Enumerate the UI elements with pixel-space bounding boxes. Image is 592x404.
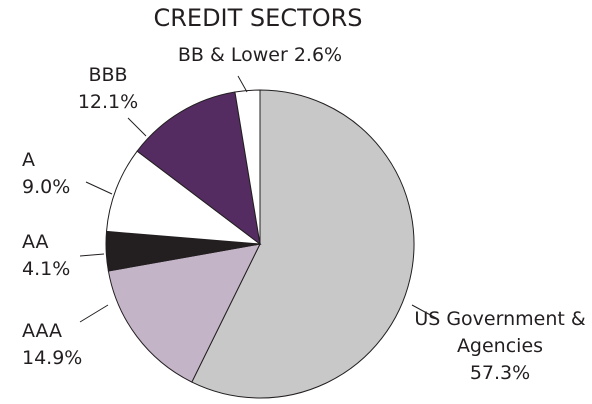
category-label: US Government & Agencies (414, 308, 586, 357)
value-label: 12.1% (77, 91, 139, 113)
value-label: 57.3% (469, 362, 531, 384)
category-label: A (22, 149, 35, 171)
leader-line (79, 253, 105, 257)
pie-slice (136, 91, 261, 246)
chart-title: CREDIT SECTORS (153, 4, 363, 32)
category-label: BB & Lower (177, 44, 288, 66)
leader-line (85, 181, 113, 195)
leader-line (79, 304, 109, 323)
category-label: AAA (22, 320, 63, 342)
value-label: 2.6% (293, 44, 343, 66)
category-label: AA (22, 231, 49, 253)
value-label: 9.0% (22, 176, 71, 198)
slice-label: AA 4.1% (22, 229, 102, 283)
slice-label: BB & Lower 2.6% (150, 42, 370, 69)
leader-line (127, 117, 147, 137)
category-label: BBB (88, 64, 128, 86)
leader-lines (79, 75, 437, 323)
value-label: 4.1% (22, 258, 71, 280)
pie-slice (107, 243, 261, 383)
leader-line (411, 304, 437, 319)
pie-slice (105, 150, 262, 245)
value-label: 14.9% (22, 347, 83, 369)
slice-label: US Government & Agencies 57.3% (412, 306, 588, 387)
slice-label: AAA 14.9% (22, 318, 102, 372)
slice-label: BBB 12.1% (68, 62, 148, 116)
pie-slice (234, 89, 261, 245)
pie-slice (191, 89, 415, 399)
slice-label: A 9.0% (22, 147, 102, 201)
leader-line (237, 75, 248, 93)
